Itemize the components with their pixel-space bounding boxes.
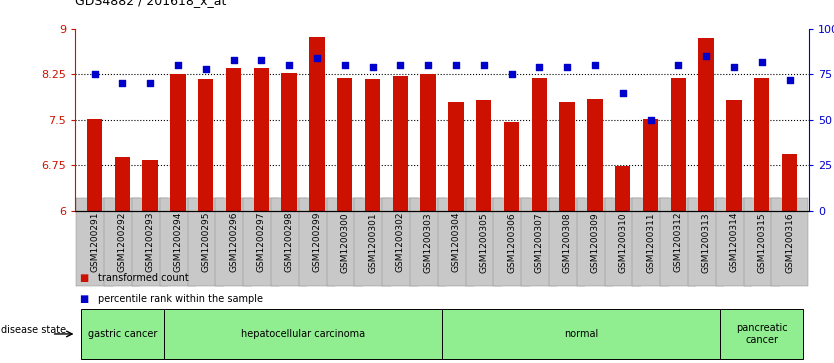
Bar [532, 78, 547, 211]
Bar [282, 73, 297, 211]
Bar [504, 122, 520, 211]
Bar [615, 166, 631, 211]
Bar [87, 119, 103, 211]
Bar [198, 79, 214, 211]
Bar [364, 79, 380, 211]
Point [783, 77, 796, 83]
Point [505, 72, 518, 77]
Point [477, 62, 490, 68]
Point [227, 57, 240, 63]
Bar [671, 78, 686, 211]
Text: ■: ■ [79, 294, 88, 305]
Bar [254, 68, 269, 211]
Point [310, 55, 324, 61]
Bar [143, 160, 158, 211]
Point [450, 62, 463, 68]
Point [588, 62, 601, 68]
Point [143, 81, 157, 86]
Point [421, 62, 435, 68]
Bar [115, 157, 130, 211]
Bar [587, 99, 603, 211]
Point [560, 64, 574, 70]
Point [616, 90, 630, 95]
Point [116, 81, 129, 86]
Point [727, 64, 741, 70]
Bar [754, 78, 770, 211]
Text: normal: normal [564, 329, 598, 339]
Bar [449, 102, 464, 211]
Text: percentile rank within the sample: percentile rank within the sample [98, 294, 263, 305]
Bar [170, 74, 186, 211]
Bar [226, 68, 241, 211]
Point [533, 64, 546, 70]
Point [283, 62, 296, 68]
Text: ■: ■ [79, 273, 88, 283]
Point [671, 62, 685, 68]
Text: GDS4882 / 201618_x_at: GDS4882 / 201618_x_at [75, 0, 227, 7]
Text: disease state: disease state [1, 325, 66, 335]
Text: pancreatic
cancer: pancreatic cancer [736, 323, 787, 345]
Bar [393, 76, 408, 211]
Point [254, 57, 268, 63]
Bar [643, 119, 658, 211]
Bar [476, 100, 491, 211]
Bar [420, 74, 435, 211]
Text: transformed count: transformed count [98, 273, 188, 283]
Point [366, 64, 379, 70]
Point [88, 72, 101, 77]
Text: hepatocellular carcinoma: hepatocellular carcinoma [241, 329, 365, 339]
Bar [309, 37, 324, 211]
Bar [699, 38, 714, 211]
Bar [782, 154, 797, 211]
Bar [726, 100, 741, 211]
Point [700, 53, 713, 59]
Point [338, 62, 351, 68]
Point [755, 59, 768, 65]
Point [644, 117, 657, 123]
Point [199, 66, 213, 72]
Bar [560, 102, 575, 211]
Point [394, 62, 407, 68]
Point [171, 62, 184, 68]
Text: gastric cancer: gastric cancer [88, 329, 157, 339]
Bar [337, 78, 353, 211]
